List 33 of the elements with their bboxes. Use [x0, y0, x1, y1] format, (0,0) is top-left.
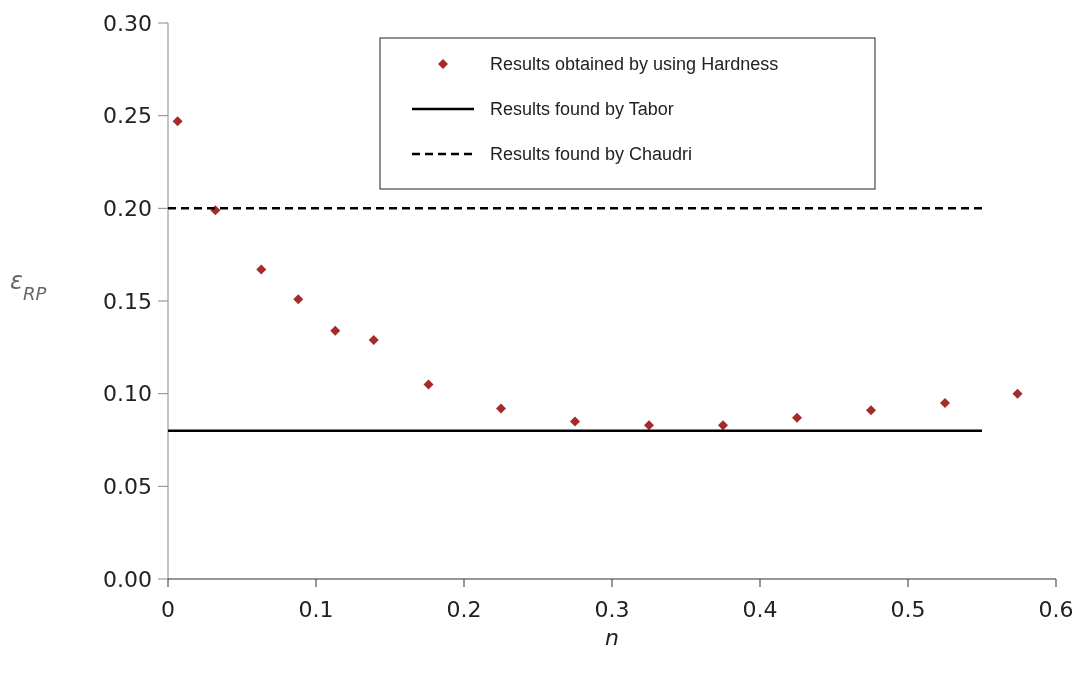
y-tick-label: 0.00: [103, 566, 152, 592]
point: [496, 403, 506, 414]
x-axis-title: n: [605, 625, 619, 650]
y-tick-label: 0.15: [103, 288, 152, 314]
legend-label: Results found by Chaudri: [490, 144, 693, 165]
y-tick-label: 0.25: [103, 103, 152, 129]
point: [644, 420, 654, 431]
point: [1012, 388, 1023, 399]
legend-label: Results obtained by using Hardness: [490, 54, 779, 75]
y-axis-title: ε$_{RP}$: [10, 267, 47, 304]
x-tick-label: 0.2: [446, 597, 482, 622]
x-tick-label: 0.1: [298, 597, 334, 622]
x-tick-label: 0.4: [742, 597, 778, 622]
point: [792, 412, 802, 423]
point: [172, 116, 183, 127]
point: [866, 405, 876, 416]
point: [570, 416, 580, 427]
y-tick-label: 0.20: [103, 196, 152, 222]
point: [293, 294, 304, 305]
point: [256, 264, 267, 275]
x-tick-label: 0.5: [890, 597, 926, 622]
x-tick-label: 0: [161, 597, 175, 622]
y-tick-label: 0.10: [103, 381, 152, 407]
point: [330, 325, 341, 336]
point: [423, 379, 434, 390]
x-tick-label: 0.3: [594, 597, 630, 622]
legend-label: Results found by Tabor: [490, 99, 674, 120]
y-tick-label: 0.05: [103, 474, 152, 500]
point: [718, 420, 728, 431]
x-tick-label: 0.6: [1038, 597, 1074, 622]
y-tick-label: 0.30: [103, 10, 152, 36]
point: [368, 334, 379, 345]
point: [940, 397, 950, 408]
